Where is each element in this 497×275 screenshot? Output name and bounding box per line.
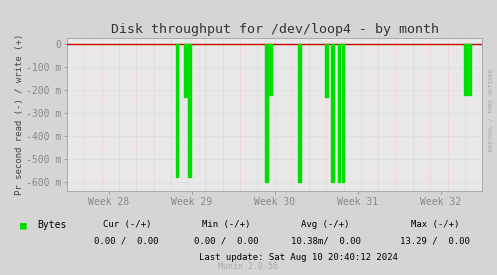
Title: Disk throughput for /dev/loop4 - by month: Disk throughput for /dev/loop4 - by mont… [111, 23, 438, 36]
Text: 0.00 /  0.00: 0.00 / 0.00 [194, 236, 258, 245]
Text: 10.38m/  0.00: 10.38m/ 0.00 [291, 236, 360, 245]
Text: Max (-/+): Max (-/+) [411, 220, 459, 229]
Text: Munin 2.0.56: Munin 2.0.56 [219, 262, 278, 271]
Text: RRDTOOL / TOBI OETIKER: RRDTOOL / TOBI OETIKER [489, 69, 494, 151]
Text: Last update: Sat Aug 10 20:40:12 2024: Last update: Sat Aug 10 20:40:12 2024 [199, 253, 398, 262]
Text: ■: ■ [20, 221, 27, 230]
Y-axis label: Pr second read (-) / write (+): Pr second read (-) / write (+) [14, 34, 23, 196]
Text: 13.29 /  0.00: 13.29 / 0.00 [400, 236, 470, 245]
Text: Min (-/+): Min (-/+) [202, 220, 250, 229]
Text: Bytes: Bytes [37, 221, 67, 230]
Text: Cur (-/+): Cur (-/+) [102, 220, 151, 229]
Text: Avg (-/+): Avg (-/+) [301, 220, 350, 229]
Text: 0.00 /  0.00: 0.00 / 0.00 [94, 236, 159, 245]
